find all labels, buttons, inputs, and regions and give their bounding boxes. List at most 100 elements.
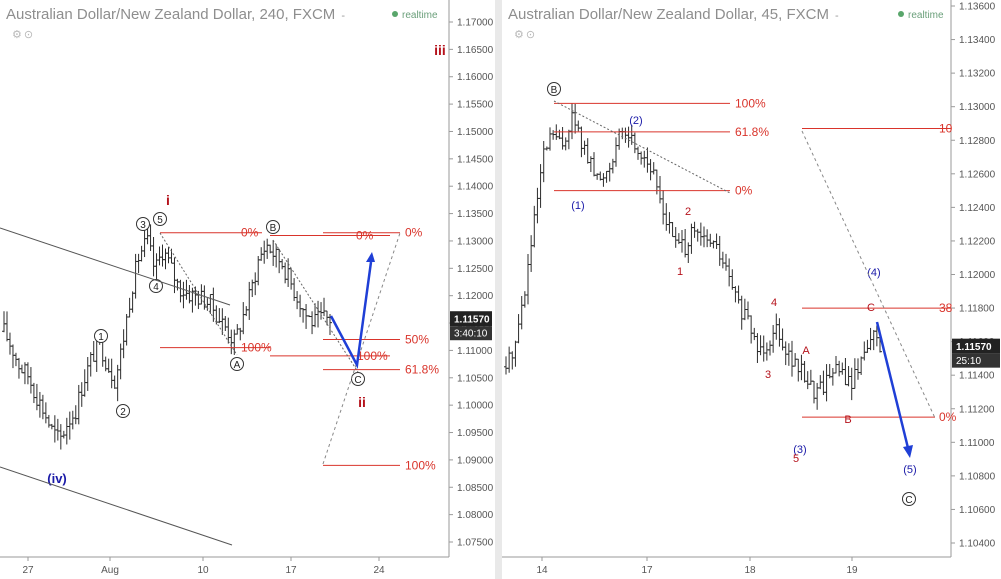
title-collapse-icon[interactable]: - (341, 10, 345, 22)
candle (535, 187, 540, 224)
candle (304, 304, 309, 329)
candle (253, 272, 258, 296)
candle (661, 190, 666, 225)
candle (316, 300, 321, 328)
trend-line-upper (0, 227, 231, 306)
candle (163, 248, 168, 270)
candle (265, 238, 270, 259)
price-tick-label: 1.13000 (457, 236, 494, 247)
countdown-badge (450, 326, 492, 341)
candle (680, 230, 684, 253)
candle (112, 375, 117, 389)
settings-icon[interactable]: ⚙ (12, 29, 24, 41)
fib-level-label: 100% (357, 349, 388, 363)
candle (708, 233, 713, 247)
candle (10, 344, 15, 369)
chart-panel-4h[interactable]: 1.17000 1.16500 1.16000 1.15500 1.15000 1.145… (0, 0, 495, 579)
price-tick-label: 1.13200 (959, 69, 996, 80)
candle (289, 268, 294, 290)
candle (626, 126, 631, 148)
wave-label: 2 (685, 206, 691, 218)
settings-icon[interactable]: ⚙ (514, 29, 526, 41)
countdown-label: 3:40:10 (454, 329, 488, 340)
price-tick-label: 1.09000 (457, 455, 494, 466)
wave-label: 3 (765, 369, 771, 381)
candle (232, 329, 237, 355)
candle (328, 313, 332, 335)
candle (730, 269, 735, 290)
candle (695, 228, 700, 242)
candle (73, 405, 78, 425)
fib-level-label: 61.8% (405, 363, 439, 377)
candle (31, 382, 36, 404)
candle (799, 354, 804, 381)
candle (46, 414, 51, 428)
candle (319, 302, 324, 320)
candle (529, 235, 534, 272)
candle (157, 246, 162, 266)
candle (548, 127, 552, 151)
candle (714, 233, 719, 249)
price-tick-label: 1.12400 (959, 203, 996, 214)
candle (238, 327, 243, 341)
candle (585, 138, 590, 164)
current-price-badge (450, 311, 492, 327)
panel-divider[interactable] (495, 0, 502, 579)
price-tick-label: 1.09500 (457, 428, 494, 439)
realtime-label: realtime (908, 10, 944, 21)
wave-label-circle (149, 279, 163, 293)
fib-level-label: 100% (735, 96, 766, 110)
candle (664, 203, 669, 231)
price-tick-label: 1.11000 (959, 438, 995, 449)
candle (52, 415, 57, 443)
candle (229, 329, 234, 355)
candle (720, 251, 725, 269)
eye-icon[interactable]: ⊙ (23, 29, 36, 41)
realtime-indicator: realtime (392, 10, 438, 21)
candle (310, 311, 315, 335)
wave-label: ii (358, 394, 366, 410)
wave-label-circle (116, 404, 130, 418)
chart-canvas-4h[interactable]: 1.17000 1.16500 1.16000 1.15500 1.15000 1.145… (0, 0, 495, 579)
wave-label: (3) (793, 444, 806, 456)
price-tick-label: 1.12800 (959, 136, 996, 147)
wave-label: (4) (867, 267, 880, 279)
candle (610, 158, 615, 174)
price-tick-label: 1.13400 (959, 35, 996, 46)
candle (127, 297, 132, 318)
time-tick-label: 14 (536, 565, 548, 576)
candle (28, 367, 33, 394)
fib-level-label: 38 (939, 301, 953, 315)
chart-panel-45m[interactable]: 1.13600 1.13400 1.13200 1.13000 1.12800 1.126… (502, 0, 1001, 579)
candle (777, 318, 782, 347)
time-tick-label: 27 (22, 565, 34, 576)
candle (793, 353, 798, 367)
fib-level-label: 0% (356, 228, 374, 242)
price-tick-label: 1.15000 (457, 127, 494, 138)
price-tick-label: 1.17000 (457, 18, 494, 29)
candle (749, 315, 754, 344)
candle (160, 244, 165, 267)
chart-toolbar-icons[interactable]: ⚙⊙ (12, 28, 35, 41)
realtime-label: realtime (402, 10, 438, 21)
candle (507, 346, 512, 373)
price-tick-label: 1.13000 (959, 102, 996, 113)
candle (786, 343, 791, 366)
chart-toolbar-icons[interactable]: ⚙⊙ (514, 28, 537, 41)
chart-canvas-45m[interactable]: 1.13600 1.13400 1.13200 1.13000 1.12800 1.126… (502, 0, 1001, 579)
title-collapse-icon[interactable]: - (834, 10, 839, 22)
price-tick-label: 1.10400 (959, 539, 996, 550)
trend-line-lower (0, 466, 233, 546)
candle (576, 120, 581, 132)
candle (837, 360, 842, 377)
eye-icon[interactable]: ⊙ (525, 29, 538, 41)
wave-label-circle (94, 329, 108, 343)
candle (821, 370, 826, 396)
price-tick-label: 1.08500 (457, 483, 494, 494)
wave-label: A (234, 360, 241, 371)
price-tick-label: 1.12000 (959, 270, 996, 281)
candle (702, 226, 706, 248)
candle (19, 364, 24, 374)
candle (142, 230, 147, 258)
candle (604, 170, 609, 183)
